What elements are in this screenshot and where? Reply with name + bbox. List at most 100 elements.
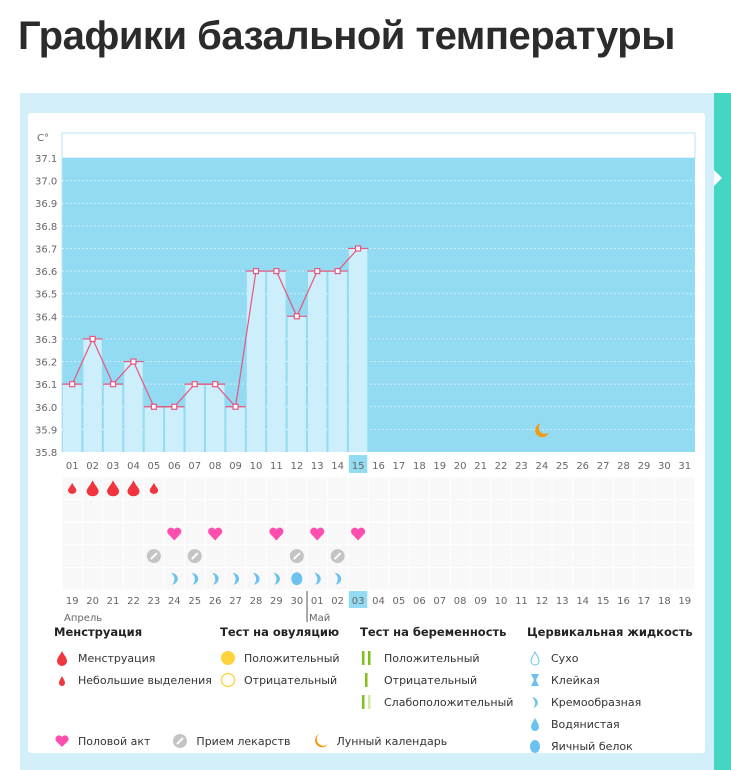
temperature-bar [287, 316, 307, 452]
event-cell [266, 545, 287, 567]
legend-item: Отрицательный [360, 669, 513, 691]
event-cell [511, 477, 532, 500]
temperature-point [252, 267, 260, 275]
event-cell [103, 500, 123, 522]
legend-item: Клейкая [527, 669, 693, 691]
event-cell [307, 500, 327, 522]
moon-icon [535, 423, 549, 438]
event-cell [572, 477, 593, 500]
two-lines-icon [362, 651, 371, 665]
creamy-icon [232, 572, 240, 585]
calendar-date-label: 30 [290, 596, 303, 607]
creamy-icon [334, 572, 342, 585]
cycle-day-label: 29 [638, 461, 651, 472]
creamy-icon [191, 572, 199, 585]
blood-drop-icon [57, 651, 67, 666]
event-cell [450, 522, 470, 545]
event-cell [470, 567, 491, 590]
event-cell [409, 477, 430, 500]
event-cell [225, 477, 246, 500]
event-cell [634, 500, 654, 522]
event-cell [205, 567, 225, 590]
event-cell [225, 522, 246, 545]
heart-icon [167, 527, 182, 541]
cycle-day-label: 03 [107, 461, 120, 472]
legend-item: Половой акт [54, 730, 150, 752]
event-cell [572, 522, 593, 545]
event-cell [307, 567, 327, 590]
month-label: Май [309, 613, 330, 623]
calendar-date-label: 05 [393, 596, 406, 607]
event-cell [613, 500, 634, 522]
event-cell [470, 545, 491, 567]
calendar-date-label: 19 [66, 596, 79, 607]
event-cell [511, 522, 532, 545]
event-cell [144, 500, 164, 522]
watery-drop-icon [531, 718, 539, 731]
event-cell [164, 500, 185, 522]
cycle-day-label: 16 [372, 461, 385, 472]
legend-item: Лунный календарь [313, 730, 447, 752]
calendar-date-label: 18 [658, 596, 671, 607]
calendar-date-label: 23 [148, 596, 161, 607]
cycle-day-label: 31 [678, 461, 691, 472]
event-cell [123, 545, 144, 567]
filled-circle-icon [221, 651, 235, 665]
temperature-point [232, 403, 239, 410]
chart-plot-area [62, 158, 695, 452]
blood-drop-icon [68, 482, 77, 494]
creamy-icon [314, 572, 321, 585]
event-cell [144, 522, 164, 545]
y-tick-label: 35.9 [35, 425, 57, 436]
temperature-bar [185, 384, 204, 452]
temperature-bar [226, 406, 245, 452]
cycle-day-label: 11 [270, 461, 283, 472]
event-cell [675, 500, 695, 522]
event-cell [430, 522, 450, 545]
creamy-icon [171, 572, 178, 585]
legend-title: Менструация [54, 625, 143, 639]
temperature-bar [246, 271, 266, 452]
event-cell [511, 545, 532, 567]
calendar-date-label: 13 [556, 596, 569, 607]
event-cell [552, 522, 572, 545]
event-cell [368, 522, 389, 545]
event-cell [266, 500, 287, 522]
heart-icon [351, 527, 366, 541]
cycle-day-label: 24 [535, 461, 548, 472]
legend-item: Положительный [360, 647, 513, 669]
event-cell [409, 545, 430, 567]
event-cell [675, 522, 695, 545]
temperature-bar [144, 406, 164, 452]
event-cell [430, 545, 450, 567]
calendar-date-label: 16 [617, 596, 630, 607]
one-line-icon [365, 673, 368, 687]
calendar-date-label: 21 [107, 596, 120, 607]
legend-title: Тест на беременность [360, 625, 507, 639]
cycle-day-label: 25 [556, 461, 569, 472]
event-cell [348, 545, 368, 567]
event-cell [287, 522, 307, 545]
legend-ovulation: Тест на овуляцию Положительный Отрицател… [220, 625, 340, 691]
event-cell [511, 500, 532, 522]
event-cell [389, 477, 409, 500]
blood-drop-icon [149, 482, 159, 494]
event-cell [409, 522, 430, 545]
event-cell [532, 567, 552, 590]
calendar-date-label: 27 [229, 596, 242, 607]
side-tab[interactable] [714, 93, 731, 770]
event-cell [123, 567, 144, 590]
cycle-day-label: 17 [393, 461, 406, 472]
event-cell [246, 500, 266, 522]
event-cell [225, 545, 246, 567]
event-cell [287, 500, 307, 522]
temperature-point [191, 381, 198, 388]
event-cell [225, 567, 246, 590]
calendar-date-label: 02 [331, 596, 344, 607]
event-cell [246, 567, 266, 590]
event-cell [654, 522, 675, 545]
event-cell [430, 500, 450, 522]
temperature-point [273, 267, 280, 275]
creamy-icon [212, 572, 219, 585]
calendar-date-label: 04 [372, 596, 385, 607]
